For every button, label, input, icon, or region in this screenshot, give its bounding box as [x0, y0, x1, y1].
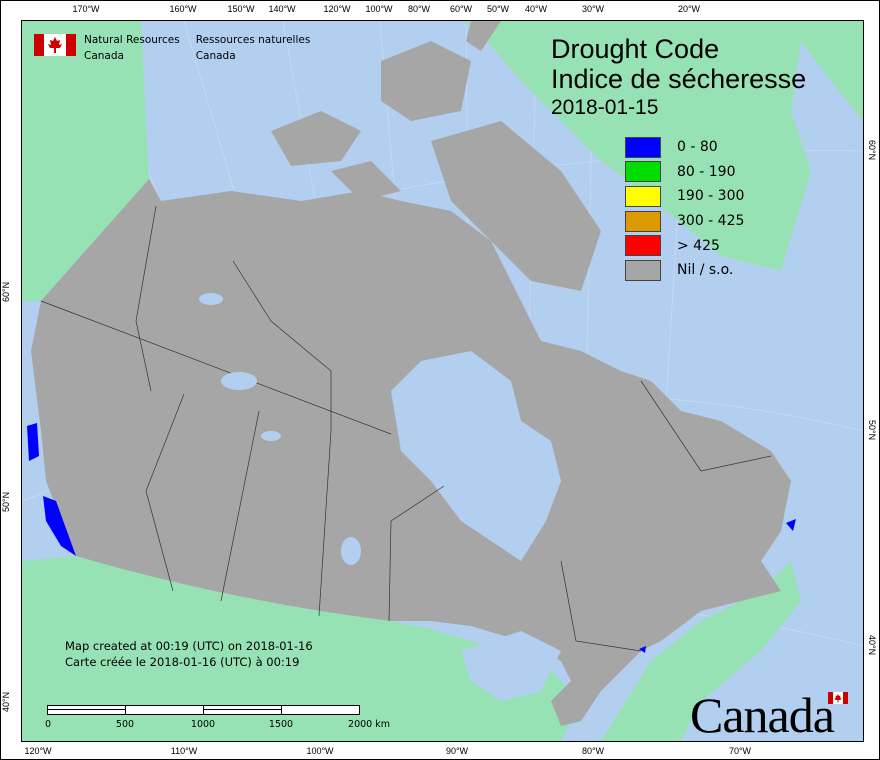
- graticule-label-bottom: 80°W: [581, 746, 605, 756]
- legend-item: 300 - 425: [625, 209, 744, 234]
- legend-item: 0 - 80: [625, 135, 744, 160]
- map-title: Drought Code Indice de sécheresse: [551, 34, 806, 94]
- map-date: 2018-01-15: [551, 96, 659, 119]
- scale-bar-graphic: [47, 705, 360, 715]
- graticule-label-left: 60°N: [1, 281, 11, 302]
- graticule-label-bottom: 110°W: [170, 746, 198, 756]
- map-svg: [22, 21, 863, 741]
- united-states: [22, 556, 801, 741]
- hudson-bay: [391, 351, 561, 561]
- legend-label: 80 - 190: [677, 163, 736, 180]
- legend-swatch: [625, 136, 661, 158]
- graticule-label-top: 120°W: [323, 4, 351, 14]
- legend-swatch: [625, 259, 661, 281]
- scale-label: 1000: [190, 719, 216, 730]
- graticule-label-top: 160°W: [169, 4, 197, 14]
- scale-label: 2000 km: [348, 719, 390, 730]
- canada-wordmark: Canada: [690, 687, 835, 743]
- scale-label: 1500: [268, 719, 294, 730]
- greenland: [463, 21, 863, 271]
- alaska: [22, 21, 149, 301]
- scale-label: 500: [115, 719, 135, 730]
- credit-en: Map created at 00:19 (UTC) on 2018-01-16: [65, 639, 313, 653]
- map-credit: Map created at 00:19 (UTC) on 2018-01-16…: [65, 638, 313, 670]
- graticule-label-top: 80°W: [407, 4, 431, 14]
- title-fr: Indice de sécheresse: [551, 64, 807, 94]
- graticule-label-top: 170°W: [72, 4, 100, 14]
- wordmark-flag-icon: [828, 692, 848, 704]
- legend-item: 80 - 190: [625, 160, 744, 185]
- legend-label: 0 - 80: [677, 139, 718, 156]
- graticule-label-top: 30°W: [581, 4, 605, 14]
- graticule-label-top: 20°W: [677, 4, 701, 14]
- graticule-label-top: 140°W: [268, 4, 296, 14]
- graticule-label-bottom: 100°W: [306, 746, 334, 756]
- graticule-label-top: 40°W: [524, 4, 548, 14]
- agency-name-fr: Ressources naturelles Canada: [195, 34, 311, 62]
- legend-label: Nil / s.o.: [677, 262, 734, 279]
- legend-label: 190 - 300: [677, 188, 745, 205]
- graticule-label-right: 50°N: [867, 420, 877, 441]
- nrcan-signature: Natural Resources Canada Ressources natur…: [34, 32, 310, 64]
- legend-swatch: [625, 210, 661, 232]
- agency-name-en: Natural Resources Canada: [84, 34, 180, 62]
- canada-flag-icon: [34, 34, 76, 56]
- legend-swatch: [625, 185, 661, 207]
- legend-item: Nil / s.o.: [625, 258, 744, 283]
- legend: 0 - 80 80 - 190 190 - 300 300 - 425 > 425 Nil…: [625, 135, 744, 283]
- graticule-label-left: 50°N: [1, 491, 11, 512]
- scale-bar: 0 500 1000 1500 2000 km: [45, 705, 390, 730]
- graticule-label-top: 50°W: [486, 4, 510, 14]
- legend-item: 190 - 300: [625, 184, 744, 209]
- graticule-label-bottom: 90°W: [445, 746, 469, 756]
- map-canvas: [21, 20, 864, 742]
- scale-label: 0: [44, 719, 52, 730]
- arctic-islands: [271, 21, 601, 291]
- graticule-label-bottom: 70°W: [728, 746, 752, 756]
- graticule-label-top: 100°W: [365, 4, 393, 14]
- title-en: Drought Code: [551, 34, 720, 64]
- graticule-label-left: 40°N: [1, 691, 11, 712]
- legend-swatch: [625, 235, 661, 257]
- graticule-label-top: 60°W: [449, 4, 473, 14]
- graticule-label-top: 150°W: [227, 4, 255, 14]
- graticule-label-right: 60°N: [867, 140, 877, 161]
- provincial-borders: [40, 205, 772, 652]
- credit-fr: Carte créée le 2018-01-16 (UTC) à 00:19: [65, 655, 300, 669]
- lakes: [199, 293, 561, 701]
- legend-label: > 425: [677, 237, 720, 254]
- graticule-label-bottom: 120°W: [24, 746, 52, 756]
- legend-label: 300 - 425: [677, 213, 745, 230]
- graticule-label-right: 40°N: [867, 635, 877, 656]
- drought-cells-0-80: [27, 423, 796, 653]
- legend-item: > 425: [625, 233, 744, 258]
- legend-swatch: [625, 161, 661, 183]
